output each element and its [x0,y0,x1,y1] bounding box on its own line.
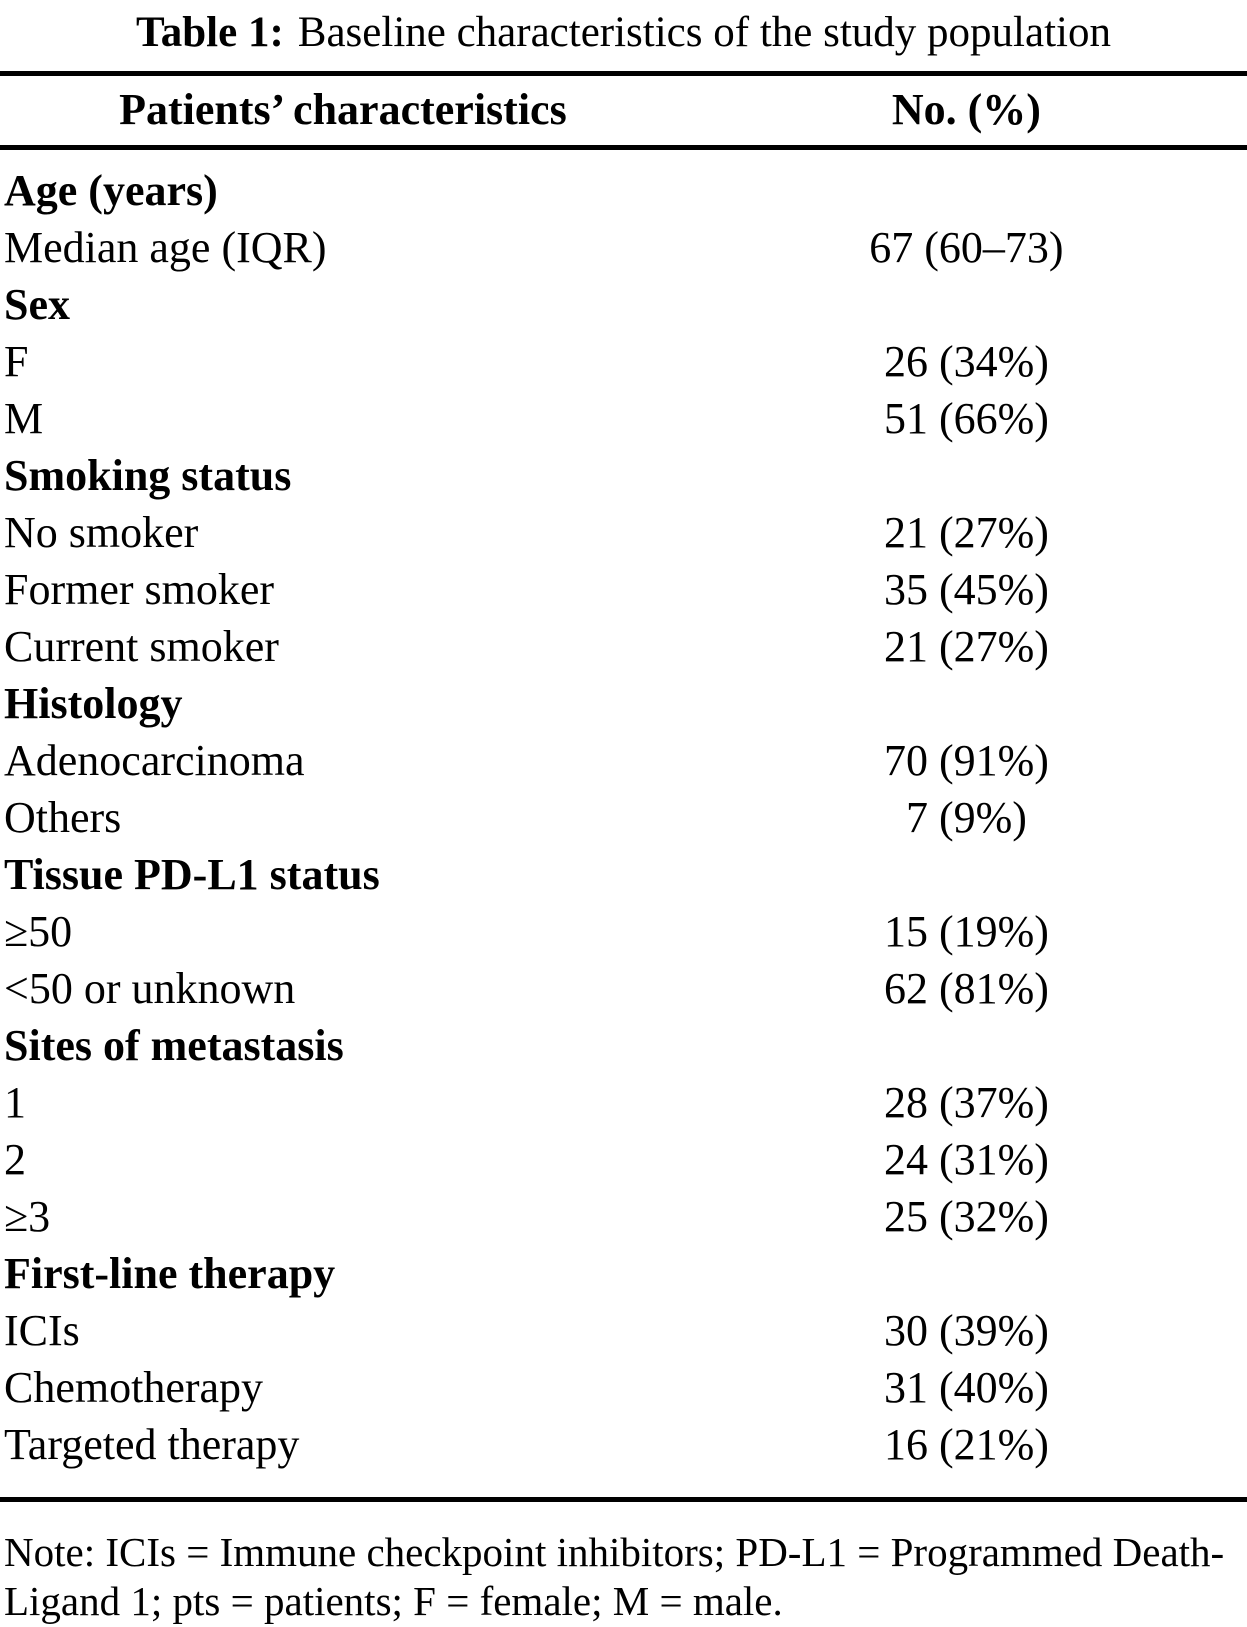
row-label: Smoking status [4,451,292,500]
row-value: 30 (39%) [883,1306,1049,1355]
table-footnote: Note: ICIs = Immune checkpoint inhibitor… [4,1529,1225,1624]
header-no-percent: No. (%) [685,73,1247,150]
table-row: Median age (IQR) 67 (60–73) [0,219,1247,276]
table-section-row: Sex [0,276,1247,333]
row-label: Adenocarcinoma [4,736,305,785]
row-value [686,447,1247,504]
row-value [686,846,1247,903]
header-row: Patients’ characteristics No. (%) [0,73,1247,150]
row-value [686,148,1247,220]
table-row: Others 7 (9%) [0,789,1247,846]
table-section-row: Histology [0,675,1247,732]
row-label: No smoker [4,508,199,557]
row-label: ICIs [4,1306,80,1355]
row-value [686,1017,1247,1074]
row-label: M [4,394,44,443]
table-row: Former smoker 35 (45%) [0,561,1247,618]
table-section-row: Tissue PD-L1 status [0,846,1247,903]
table-section-row: Age (years) [0,148,1247,220]
row-value: 16 (21%) [883,1420,1049,1469]
row-label: Former smoker [4,565,275,614]
table-header: Patients’ characteristics No. (%) [0,73,1247,150]
table-row: ≥3 25 (32%) [0,1188,1247,1245]
table-row: Adenocarcinoma 70 (91%) [0,732,1247,789]
row-label: ≥50 [4,907,73,956]
row-label: <50 or unknown [4,964,296,1013]
table-row: F 26 (34%) [0,333,1247,390]
row-value: 28 (37%) [883,1078,1049,1127]
row-value: 25 (32%) [883,1192,1049,1241]
row-label: Chemotherapy [4,1363,264,1412]
table-row: Chemotherapy 31 (40%) [0,1359,1247,1416]
row-value: 21 (27%) [883,508,1049,557]
table-number-label: Table 1: [136,9,284,56]
row-label: Sites of metastasis [4,1021,344,1070]
table-title-text: Baseline characteristics of the study po… [297,9,1111,56]
table-section-row: First-line therapy [0,1245,1247,1302]
row-label: Age (years) [4,166,218,215]
row-label: First-line therapy [4,1249,336,1298]
row-value: 7 (9%) [905,793,1027,842]
row-value: 26 (34%) [883,337,1049,386]
table-row: <50 or unknown 62 (81%) [0,960,1247,1017]
row-value: 21 (27%) [883,622,1049,671]
header-characteristics: Patients’ characteristics [0,73,686,150]
row-value: 31 (40%) [883,1363,1049,1412]
row-label: Median age (IQR) [4,223,327,272]
row-label: Sex [4,280,70,329]
table-row: Targeted therapy 16 (21%) [0,1416,1247,1500]
table-row: 2 24 (31%) [0,1131,1247,1188]
row-value: 62 (81%) [883,964,1049,1013]
row-label: 2 [4,1135,26,1184]
row-value: 35 (45%) [883,565,1049,614]
row-label: 1 [4,1078,26,1127]
row-label: Current smoker [4,622,279,671]
row-value: 51 (66%) [883,394,1049,443]
table-row: ≥50 15 (19%) [0,903,1247,960]
table-row: M 51 (66%) [0,390,1247,447]
table-section-row: Smoking status [0,447,1247,504]
row-value: 24 (31%) [883,1135,1049,1184]
table-body: Age (years) Median age (IQR) 67 (60–73) … [0,148,1247,1500]
row-value [686,276,1247,333]
row-value: 70 (91%) [883,736,1049,785]
row-label: ≥3 [4,1192,51,1241]
row-value [686,675,1247,732]
row-label: Histology [4,679,183,728]
row-value: 67 (60–73) [869,223,1064,272]
table-row: 1 28 (37%) [0,1074,1247,1131]
table-section-row: Sites of metastasis [0,1017,1247,1074]
table-row: ICIs 30 (39%) [0,1302,1247,1359]
table-row: Current smoker 21 (27%) [0,618,1247,675]
row-value [686,1245,1247,1302]
row-label: Tissue PD-L1 status [4,850,380,899]
table-row: No smoker 21 (27%) [0,504,1247,561]
row-label: Others [4,793,122,842]
row-label: F [4,337,29,386]
table-title: Table 1: Baseline characteristics of the … [0,8,1247,58]
row-value: 15 (19%) [883,907,1049,956]
baseline-characteristics-table: Patients’ characteristics No. (%) Age (y… [0,71,1247,1502]
row-label: Targeted therapy [4,1420,300,1469]
